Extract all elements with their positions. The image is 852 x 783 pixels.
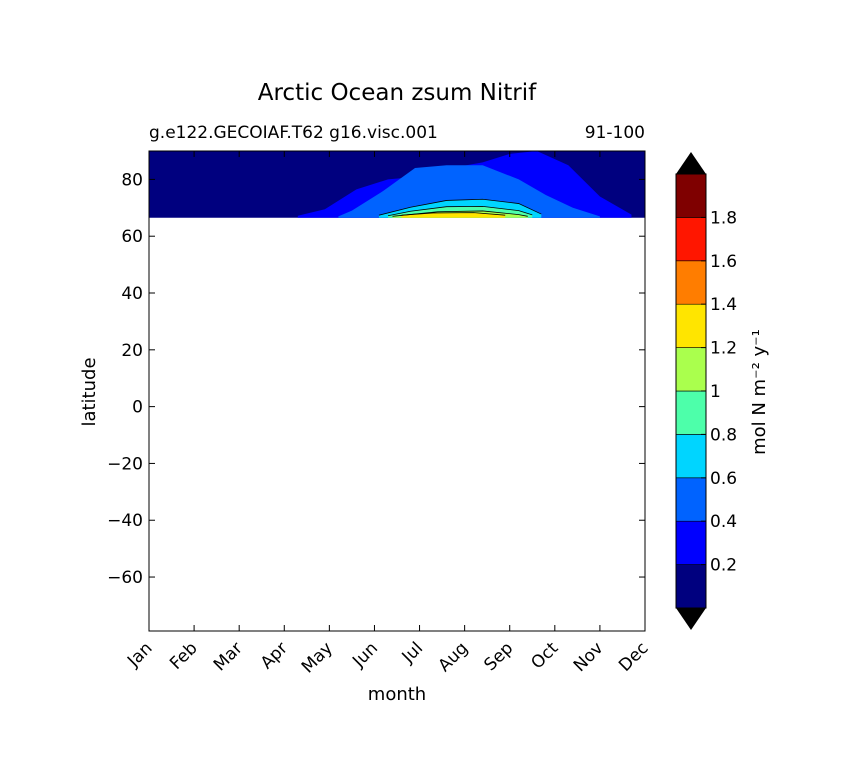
plot-frame: [148, 150, 646, 632]
contour-line-0.6: [378, 198, 542, 216]
colorbar-segment-1: [675, 347, 707, 392]
colorbar-tick-label-0.6: 0.6: [710, 469, 737, 489]
colorbar-segment-1.2: [675, 303, 707, 348]
x-tick-label-Sep: Sep: [480, 638, 517, 675]
y-tick-label-80: 80: [121, 170, 143, 190]
contour-lines: [378, 198, 542, 217]
colorbar-tick-label-1.8: 1.8: [710, 208, 737, 228]
x-tick-label-Oct: Oct: [527, 638, 562, 673]
colorbar-extend-min: [676, 608, 706, 630]
colorbar-extend-max: [676, 152, 706, 174]
colorbar-label: mol N m⁻² y⁻¹: [749, 329, 770, 455]
chart-subtitle-left: g.e122.GECOIAF.T62 g16.visc.001: [149, 123, 438, 143]
plot-area: Jan Feb Mar Apr May Jun Jul Aug Sep Oct Nov Dec 80 6…: [107, 150, 653, 677]
x-tick-label-Dec: Dec: [615, 638, 652, 675]
plot-background: [149, 151, 645, 631]
y-axis-label: latitude: [79, 357, 100, 426]
colorbar-segment-0.2: [675, 520, 707, 565]
x-tick-label-May: May: [298, 638, 337, 677]
colorbar-tick-label-0.4: 0.4: [710, 512, 737, 532]
colorbar-tick-label-1: 1: [710, 382, 721, 402]
y-tick-label-60: 60: [121, 227, 143, 247]
colorbar-segment-0: [675, 564, 707, 609]
y-tick-label--40: −40: [107, 511, 143, 531]
y-axis-ticks: 80 60 40 20 0 −20 −40 −60: [107, 170, 645, 588]
colorbar-segment-0.4: [675, 477, 707, 522]
x-axis-label: month: [368, 684, 426, 705]
colorbar-segment-0.6: [675, 434, 707, 479]
colorbar-tick-label-1.6: 1.6: [710, 252, 737, 272]
colorbar-tick-label-0.8: 0.8: [710, 425, 737, 445]
x-tick-label-Mar: Mar: [210, 638, 247, 675]
y-tick-label--20: −20: [107, 454, 143, 474]
colorbar-segment-1.4: [675, 260, 707, 305]
colorbar-tick-label-1.2: 1.2: [710, 339, 737, 359]
colorbar: 0.2 0.4 0.6 0.8 1 1.2 1.4 1.6 1.8: [675, 152, 737, 630]
colorbar-segment-0.8: [675, 390, 707, 435]
x-tick-label-Jan: Jan: [123, 638, 156, 671]
x-tick-label-Jun: Jun: [348, 638, 382, 672]
data-bands: [149, 151, 645, 218]
y-tick-label--60: −60: [107, 568, 143, 588]
colorbar-tick-label-0.2: 0.2: [710, 556, 737, 576]
data-band-0.4: [338, 165, 600, 218]
y-tick-label-0: 0: [132, 398, 143, 418]
y-tick-label-20: 20: [121, 341, 143, 361]
contour-line-1.2: [401, 212, 506, 216]
x-tick-label-Feb: Feb: [166, 638, 201, 673]
x-tick-label-Jul: Jul: [398, 638, 427, 667]
colorbar-segment-1.8: [675, 173, 707, 218]
x-tick-label-Apr: Apr: [257, 638, 292, 673]
x-tick-label-Aug: Aug: [435, 638, 473, 676]
colorbar-segment-1.6: [675, 217, 707, 262]
y-tick-label-40: 40: [121, 284, 143, 304]
contour-line-0.8: [387, 205, 533, 217]
colorbar-tick-label-1.4: 1.4: [710, 295, 737, 315]
chart-title: Arctic Ocean zsum Nitrif: [258, 80, 537, 106]
x-tick-label-Nov: Nov: [570, 638, 608, 676]
data-band-1.2: [401, 212, 506, 218]
chart-subtitle-right: 91-100: [585, 123, 645, 143]
